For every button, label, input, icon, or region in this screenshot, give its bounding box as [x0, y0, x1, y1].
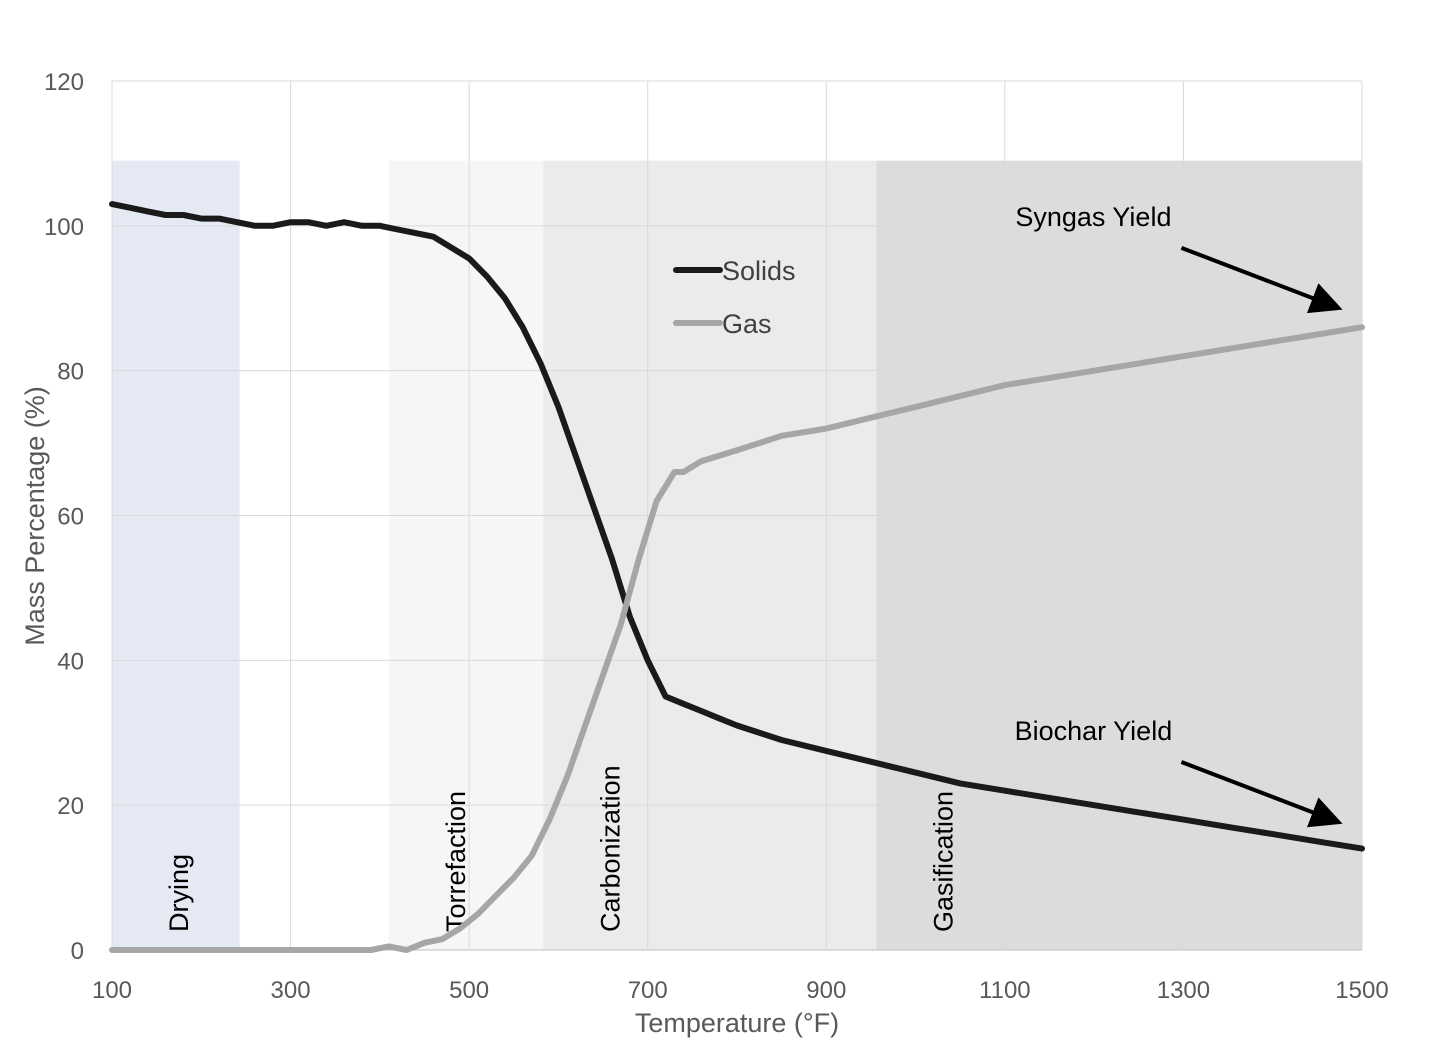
- process-regions: [112, 160, 1362, 951]
- region-label-drying: Drying: [164, 854, 194, 932]
- legend-label-solids: Solids: [722, 256, 796, 286]
- region-drying: [112, 160, 240, 951]
- region-torrefaction: [388, 160, 544, 951]
- annotation-biochar-yield: Biochar Yield: [1015, 716, 1173, 746]
- legend: Solids Gas: [673, 256, 796, 339]
- x-tick-label: 1300: [1157, 977, 1210, 1004]
- region-label-carbonization: Carbonization: [595, 765, 625, 932]
- x-tick-label: 500: [449, 977, 489, 1004]
- data-series: [109, 201, 1365, 953]
- y-tick-label: 20: [57, 793, 84, 820]
- annotation-arrow: [1180, 245, 1343, 314]
- annotation-syngas-yield: Syngas Yield: [1015, 202, 1171, 232]
- x-tick-label: 100: [92, 977, 132, 1004]
- region-carbonization: [543, 160, 877, 951]
- x-axis-title: Temperature (°F): [635, 1008, 839, 1038]
- series-line-solids: [109, 201, 1365, 852]
- region-labels: Drying Torrefaction Carbonization Gasificat…: [164, 765, 958, 932]
- y-tick-label: 60: [57, 504, 84, 531]
- legend-label-gas: Gas: [722, 309, 772, 339]
- annotation-arrow: [1180, 760, 1343, 828]
- x-tick-label: 700: [628, 977, 668, 1004]
- region-label-torrefaction: Torrefaction: [441, 791, 471, 932]
- region-label-gasification: Gasification: [928, 791, 958, 932]
- y-tick-label: 100: [44, 214, 84, 241]
- x-tick-label: 1500: [1335, 977, 1388, 1004]
- y-axis-ticks: 0 20 40 60 80 100 120: [44, 69, 84, 965]
- x-tick-label: 1100: [979, 977, 1031, 1004]
- y-tick-label: 80: [57, 359, 84, 386]
- y-tick-label: 0: [71, 938, 84, 965]
- annotations: Syngas Yield Biochar Yield: [1015, 202, 1343, 828]
- y-tick-label: 120: [44, 69, 84, 96]
- x-tick-label: 300: [271, 977, 311, 1004]
- region-gasification: [876, 160, 1362, 951]
- x-tick-label: 900: [806, 977, 846, 1004]
- x-axis-ticks: 100 300 500 700 900 1100 1300 1500: [92, 977, 1389, 1004]
- y-tick-label: 40: [57, 648, 84, 675]
- series-line-gas: [109, 324, 1365, 953]
- y-axis-title: Mass Percentage (%): [20, 386, 50, 646]
